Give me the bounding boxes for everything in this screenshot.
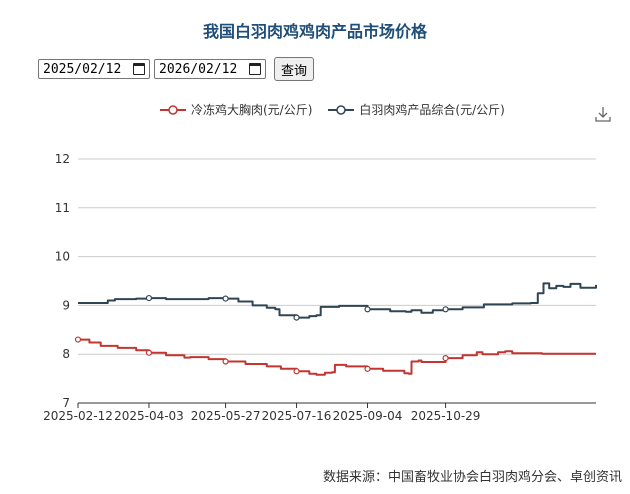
legend-item-composite[interactable]: 白羽肉鸡产品综合(元/公斤): [328, 101, 505, 118]
legend-label-breast: 冷冻鸡大胸肉(元/公斤): [191, 103, 313, 117]
series-point-1: [145, 294, 153, 302]
legend-item-breast[interactable]: 冷冻鸡大胸肉(元/公斤): [160, 101, 312, 118]
legend-label-composite: 白羽肉鸡产品综合(元/公斤): [359, 103, 505, 117]
x-tick-label: 2025-02-12: [43, 409, 113, 423]
query-button[interactable]: 查询: [274, 57, 315, 81]
calendar-icon[interactable]: [249, 63, 261, 75]
series-point-0: [222, 358, 229, 365]
x-tick-label: 2025-10-29: [411, 409, 481, 423]
start-date-value: 2025/02/12: [43, 61, 122, 77]
y-tick-label: 9: [62, 298, 70, 312]
series-point-1: [293, 314, 300, 321]
end-date-value: 2026/02/12: [159, 61, 238, 77]
series-point-0: [293, 368, 300, 375]
y-tick-label: 12: [55, 152, 70, 166]
legend-swatch-breast: [160, 104, 186, 115]
series-point-0: [145, 349, 153, 356]
y-tick-label: 11: [55, 201, 70, 215]
legend-swatch-composite: [328, 104, 355, 115]
x-tick-label: 2025-07-16: [262, 409, 332, 423]
series-point-0: [364, 365, 371, 372]
calendar-icon[interactable]: [133, 63, 145, 75]
start-date-input[interactable]: 2025/02/12: [38, 59, 150, 79]
y-tick-label: 7: [62, 396, 70, 410]
series-point-1: [442, 306, 449, 313]
date-range-controls: 2025/02/12 2026/02/12 查询: [38, 57, 315, 81]
x-tick-label: 2025-09-04: [333, 409, 403, 423]
series-line-0: [78, 338, 596, 376]
download-icon[interactable]: [595, 106, 611, 126]
series-point-1: [364, 306, 371, 313]
page-title: 我国白羽肉鸡鸡肉产品市场价格: [202, 22, 427, 41]
x-tick-label: 2025-05-27: [191, 409, 261, 423]
series-point-1: [222, 295, 229, 302]
data-source-note: 数据来源：中国畜牧业协会白羽肉鸡分会、卓创资讯: [322, 470, 622, 485]
end-date-input[interactable]: 2026/02/12: [154, 59, 266, 79]
x-tick-label: 2025-04-03: [114, 409, 184, 423]
y-tick-label: 10: [55, 250, 70, 264]
series-point-0: [442, 355, 449, 362]
chart-legend: 冷冻鸡大胸肉(元/公斤) 白羽肉鸡产品综合(元/公斤): [160, 101, 505, 118]
series-point-0: [74, 336, 82, 343]
series-line-1: [78, 282, 597, 319]
y-tick-label: 8: [62, 347, 70, 361]
